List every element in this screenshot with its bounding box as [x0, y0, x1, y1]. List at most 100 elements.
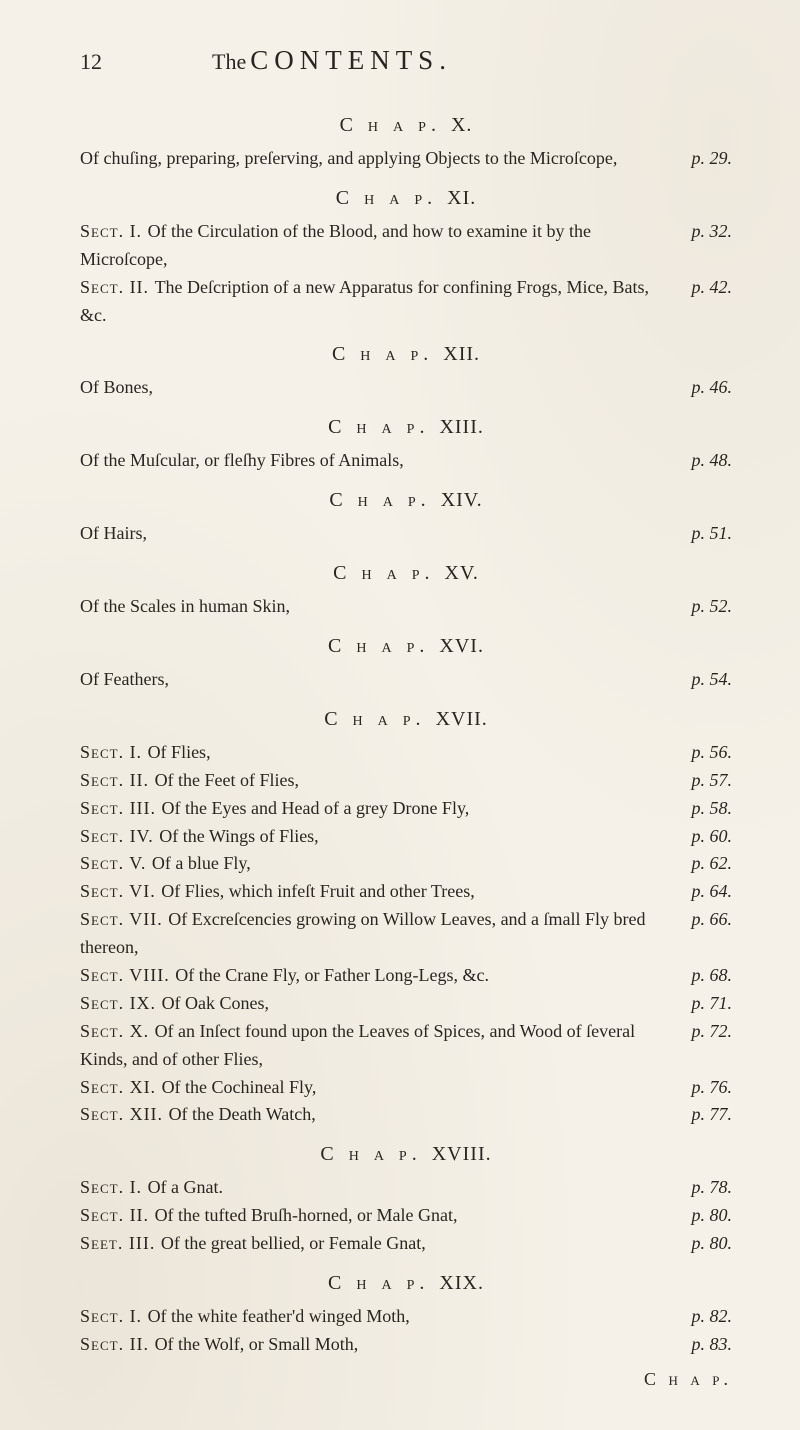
entry-body: Of Hairs,: [80, 523, 147, 543]
toc-entry: Sect. VI. Of Flies, which infeſt Fruit a…: [80, 878, 732, 906]
toc-entry: Sect. I. Of a Gnat.p. 78.: [80, 1174, 732, 1202]
chapter-block: C h a p. XII. Of Bones, p. 46.: [80, 343, 732, 402]
chapter-roman: XV.: [439, 562, 479, 584]
toc-entry: Sect. II. Of the Feet of Flies,p. 57.: [80, 767, 732, 795]
page-reference: p. 80.: [684, 1202, 733, 1230]
entry-text: Sect. V. Of a blue Fly,: [80, 850, 251, 878]
entry-body: Of Flies,: [148, 742, 211, 762]
toc-entry: Sect. II. Of the Wolf, or Small Moth, p. …: [80, 1331, 732, 1359]
entry-text: Sect. IX. Of Oak Cones,: [80, 990, 269, 1018]
entry-text: Sect. IV. Of the Wings of Flies,: [80, 823, 319, 851]
page-reference: p. 42.: [684, 274, 733, 302]
entry-text: Sect. I. Of Flies,: [80, 739, 211, 767]
page-reference: p. 56.: [684, 739, 733, 767]
page-reference: p. 57.: [684, 767, 733, 795]
entry-text: Sect. I. Of the Circulation of the Blood…: [80, 218, 654, 274]
entry-body: Of the Feet of Flies,: [155, 770, 299, 790]
entry-text: Seet. III. Of the great bellied, or Fema…: [80, 1230, 426, 1258]
section-label: Sect. VII.: [80, 909, 168, 929]
chapter-label: C h a p.: [336, 187, 437, 209]
chapter-label: C h a p.: [328, 635, 429, 657]
page-reference: p. 66.: [684, 906, 733, 934]
entry-body: Of Flies, which infeſt Fruit and other T…: [161, 881, 474, 901]
page-reference: p. 71.: [684, 990, 733, 1018]
chapter-block: C h a p. XIV. Of Hairs, p. 51.: [80, 489, 732, 548]
page-reference: p. 76.: [684, 1074, 733, 1102]
toc-entry: Sect. VII. Of Excreſcencies growing on W…: [80, 906, 732, 962]
entry-text: Sect. I. Of a Gnat.: [80, 1174, 223, 1202]
chapter-roman: XVI.: [433, 635, 484, 657]
section-label: Sect. I.: [80, 1177, 148, 1197]
section-label: Sect. II.: [80, 1205, 155, 1225]
toc-entry: Sect. X. Of an Inſect found upon the Lea…: [80, 1018, 732, 1074]
entry-body: Of Bones,: [80, 377, 153, 397]
entry-text: Sect. II. The Deſcription of a new Appar…: [80, 274, 654, 330]
toc-entry: Of Feathers, p. 54.: [80, 666, 732, 694]
entry-text: Of Feathers,: [80, 666, 169, 694]
entry-body: Of the white feather'd winged Moth,: [148, 1306, 410, 1326]
chapter-roman: XVII.: [430, 708, 488, 730]
page-reference: p. 80.: [684, 1230, 733, 1258]
chapter-block: C h a p. XVII.Sect. I. Of Flies,p. 56.Se…: [80, 708, 732, 1129]
entry-text: Sect. II. Of the Wolf, or Small Moth,: [80, 1331, 358, 1359]
chapter-heading: C h a p. XIX.: [80, 1272, 732, 1295]
chapter-block: C h a p. XV.Of the Scales in human Skin,…: [80, 562, 732, 621]
entry-text: Sect. XI. Of the Cochineal Fly,: [80, 1074, 316, 1102]
chapter-heading: C h a p. XIII.: [80, 416, 732, 439]
chapter-roman: XI.: [441, 187, 476, 209]
running-header: 12 The CONTENTS.: [80, 45, 732, 76]
page-reference: p. 52.: [684, 593, 733, 621]
entry-body: Of the Muſcular, or fleſhy Fibres of Ani…: [80, 450, 404, 470]
entry-body: Of an Inſect found upon the Leaves of Sp…: [80, 1021, 635, 1069]
toc-entry: Sect. I. Of the Circulation of the Blood…: [80, 218, 732, 274]
entry-text: Sect. VIII. Of the Crane Fly, or Father …: [80, 962, 489, 990]
toc-entry: Of Hairs, p. 51.: [80, 520, 732, 548]
toc-entry: Sect. II. The Deſcription of a new Appar…: [80, 274, 732, 330]
entry-body: Of chuſing, preparing, preſerving, and a…: [80, 148, 617, 168]
page-reference: p. 54.: [684, 666, 733, 694]
entry-body: Of the Wolf, or Small Moth,: [155, 1334, 359, 1354]
entry-text: Of the Scales in human Skin,: [80, 593, 290, 621]
page-number: 12: [80, 49, 102, 75]
page-reference: p. 48.: [684, 447, 733, 475]
entry-body: Of the great bellied, or Female Gnat,: [161, 1233, 426, 1253]
entry-text: Sect. II. Of the tufted Bruſh-horned, or…: [80, 1202, 457, 1230]
toc-entry: Sect. IX. Of Oak Cones, p. 71.: [80, 990, 732, 1018]
chapter-block: C h a p. XVIII.Sect. I. Of a Gnat.p. 78.…: [80, 1143, 732, 1258]
toc-entry: Sect. XII. Of the Death Watch, p. 77.: [80, 1101, 732, 1129]
entry-text: Sect. I. Of the white feather'd winged M…: [80, 1303, 410, 1331]
section-label: Sect. XII.: [80, 1104, 169, 1124]
entry-body: Of the Wings of Flies,: [159, 826, 318, 846]
chapter-label: C h a p.: [329, 489, 430, 511]
toc-entry: Sect. I. Of the white feather'd winged M…: [80, 1303, 732, 1331]
chapter-label: C h a p.: [320, 1143, 421, 1165]
section-label: Sect. I.: [80, 1306, 148, 1326]
chapter-block: C h a p. XIX. Sect. I. Of the white feath…: [80, 1272, 732, 1359]
page-reference: p. 32.: [684, 218, 733, 246]
page-reference: p. 83.: [684, 1331, 733, 1359]
chapter-roman: XII.: [437, 343, 480, 365]
chapter-label: C h a p.: [340, 114, 441, 136]
section-label: Sect. III.: [80, 798, 162, 818]
entry-text: Of Bones,: [80, 374, 153, 402]
chapter-label: C h a p.: [332, 343, 433, 365]
page-reference: p. 51.: [684, 520, 733, 548]
page-reference: p. 77.: [684, 1101, 733, 1129]
section-label: Seet. III.: [80, 1233, 161, 1253]
page-reference: p. 46.: [684, 374, 733, 402]
toc-entry: Sect. III. Of the Eyes and Head of a gre…: [80, 795, 732, 823]
section-label: Sect. I.: [80, 221, 148, 241]
running-title: The CONTENTS.: [212, 45, 452, 76]
chapter-roman: XIV.: [435, 489, 483, 511]
entry-text: Of the Muſcular, or fleſhy Fibres of Ani…: [80, 447, 404, 475]
chapter-heading: C h a p. XIV.: [80, 489, 732, 512]
entry-text: Sect. XII. Of the Death Watch,: [80, 1101, 316, 1129]
page-reference: p. 64.: [684, 878, 733, 906]
chapter-heading: C h a p. XVI.: [80, 635, 732, 658]
section-label: Sect. VIII.: [80, 965, 175, 985]
chapter-heading: C h a p. XI.: [80, 187, 732, 210]
chapter-block: C h a p. XIII. Of the Muſcular, or fleſhy…: [80, 416, 732, 475]
catchword: C h a p.: [80, 1369, 732, 1390]
entry-text: Sect. VI. Of Flies, which infeſt Fruit a…: [80, 878, 475, 906]
section-label: Sect. X.: [80, 1021, 155, 1041]
